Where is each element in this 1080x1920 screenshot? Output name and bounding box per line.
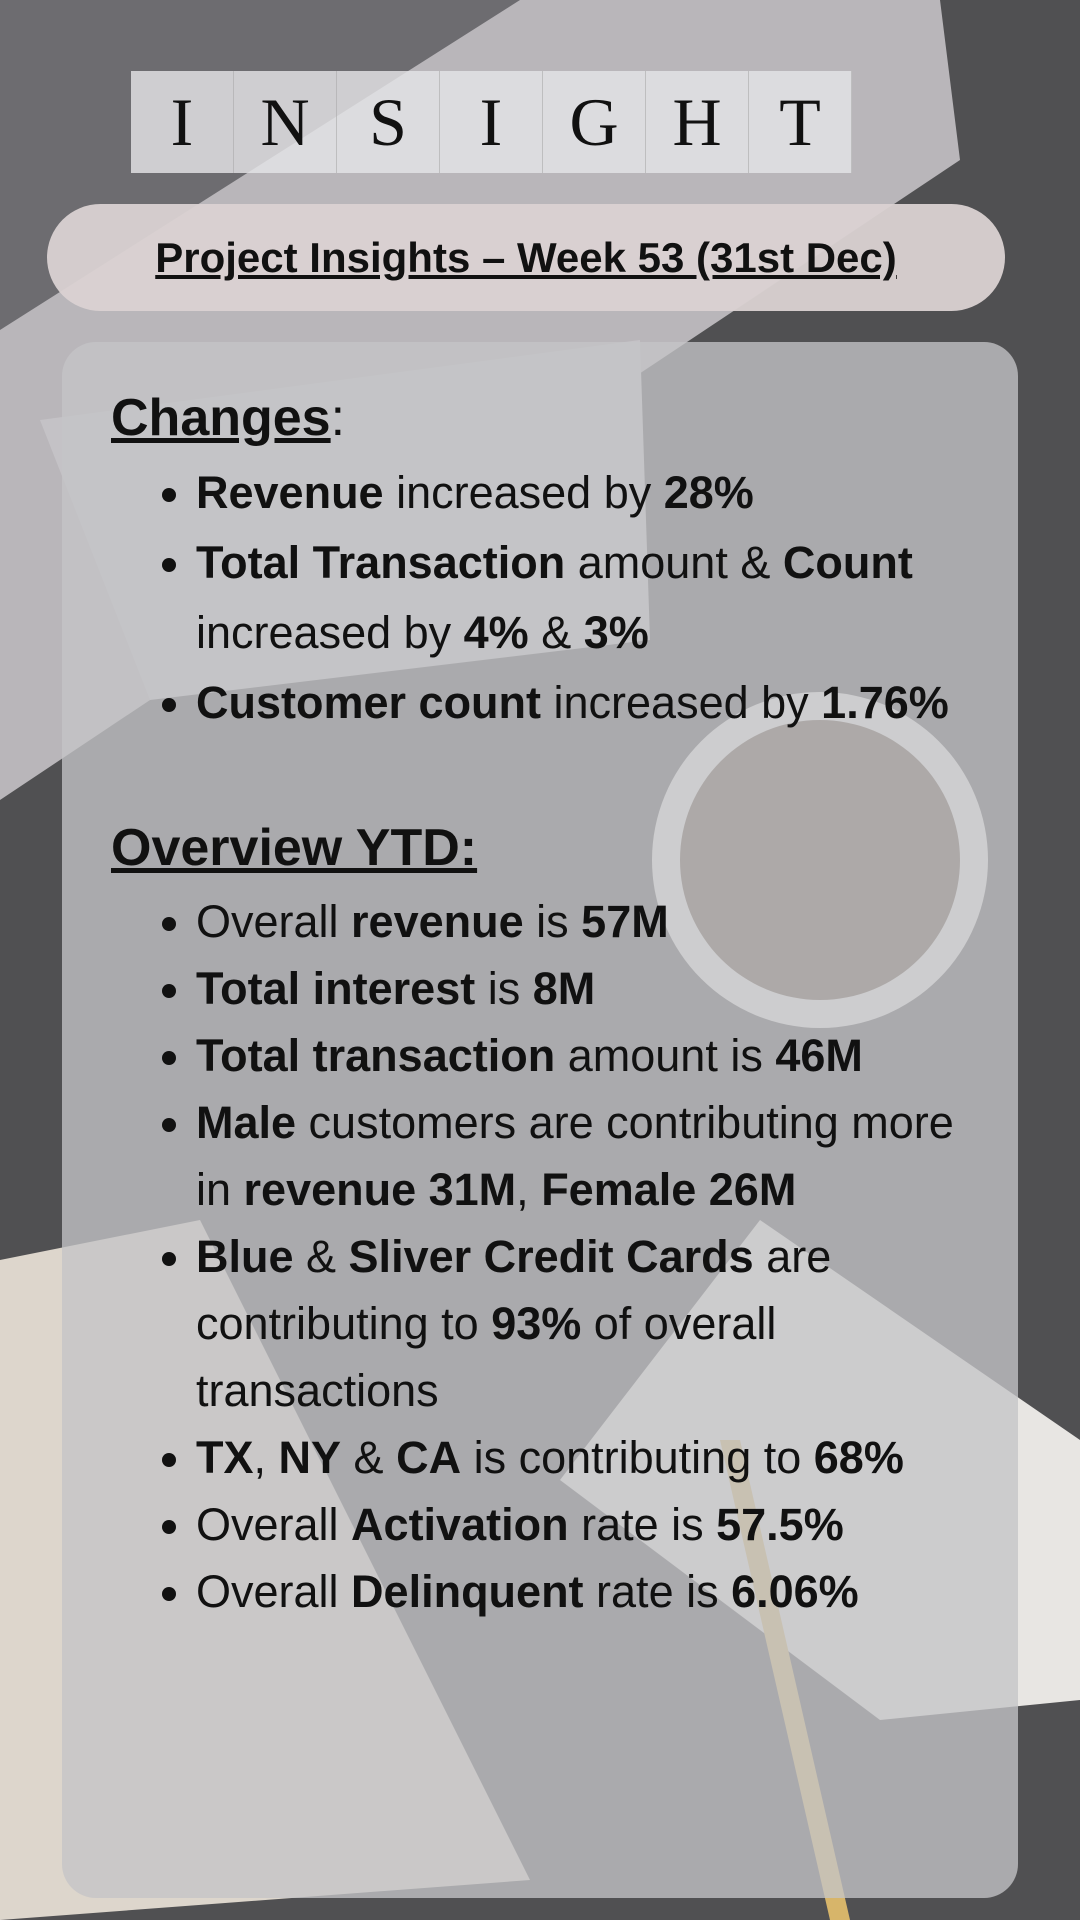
bold-text: 93% bbox=[491, 1298, 582, 1349]
text: , bbox=[253, 1432, 279, 1483]
text: Overall bbox=[196, 896, 352, 947]
text: are contributing to bbox=[196, 1231, 832, 1349]
text: amount is bbox=[555, 1030, 776, 1081]
bold-text: Activation bbox=[351, 1499, 569, 1550]
text: of overall transactions bbox=[196, 1298, 777, 1416]
section: Changes:Revenue increased by 28%Total Tr… bbox=[111, 378, 988, 738]
text: increased by bbox=[383, 467, 664, 518]
text: & bbox=[293, 1231, 349, 1282]
letter-tile: S bbox=[337, 71, 440, 173]
text: & bbox=[528, 607, 584, 658]
heading-text: Changes bbox=[111, 389, 331, 447]
text: amount & bbox=[565, 537, 783, 588]
bullet-item: Blue & Sliver Credit Cards are contribut… bbox=[196, 1223, 988, 1424]
bold-text: Total transaction bbox=[196, 1030, 556, 1081]
letter-tile: N bbox=[234, 71, 337, 173]
bold-text: Sliver Credit Cards bbox=[348, 1231, 754, 1282]
letter-tile: I bbox=[440, 71, 543, 173]
bold-text: 28% bbox=[663, 467, 754, 518]
bold-text: 57.5% bbox=[716, 1499, 844, 1550]
bold-text: revenue bbox=[351, 896, 524, 947]
bold-text: Customer count bbox=[196, 677, 542, 728]
bullet-item: Revenue increased by 28% bbox=[196, 458, 988, 528]
bullet-item: Total interest is 8M bbox=[196, 955, 988, 1022]
bold-text: Total interest bbox=[196, 963, 476, 1014]
bold-text: 8M bbox=[532, 963, 596, 1014]
bold-text: Count bbox=[782, 537, 913, 588]
text: Overall bbox=[196, 1499, 352, 1550]
bold-text: 57M bbox=[581, 896, 669, 947]
text: is bbox=[523, 896, 582, 947]
letter-tile: H bbox=[646, 71, 749, 173]
bullet-item: Overall revenue is 57M bbox=[196, 888, 988, 955]
bold-text: Male bbox=[196, 1097, 297, 1148]
bullet-item: Overall Activation rate is 57.5% bbox=[196, 1491, 988, 1558]
bold-text: Revenue bbox=[196, 467, 384, 518]
bold-text: CA bbox=[396, 1432, 462, 1483]
bold-text: 46M bbox=[775, 1030, 863, 1081]
bold-text: 3% bbox=[583, 607, 649, 658]
bullet-item: Total Transaction amount & Count increas… bbox=[196, 528, 988, 668]
text: is bbox=[475, 963, 533, 1014]
bold-text: Blue bbox=[196, 1231, 294, 1282]
bullet-item: Overall Delinquent rate is 6.06% bbox=[196, 1558, 988, 1625]
bullet-item: Customer count increased by 1.76% bbox=[196, 668, 988, 738]
text: customers are contributing more in bbox=[196, 1097, 954, 1215]
bold-text: 1.76% bbox=[821, 677, 949, 728]
letter-tile: I bbox=[131, 71, 234, 173]
bold-text: TX bbox=[196, 1432, 254, 1483]
section-heading: Overview YTD: bbox=[111, 808, 988, 888]
heading-text: : bbox=[330, 389, 346, 447]
text: rate is bbox=[568, 1499, 717, 1550]
bold-text: revenue 31M bbox=[243, 1164, 517, 1215]
text: increased by bbox=[541, 677, 822, 728]
bold-text: 68% bbox=[813, 1432, 904, 1483]
bold-text: NY bbox=[278, 1432, 342, 1483]
text: , bbox=[516, 1164, 542, 1215]
bullet-list: Overall revenue is 57MTotal interest is … bbox=[111, 888, 988, 1625]
bullet-item: Male customers are contributing more in … bbox=[196, 1089, 988, 1223]
content-card: Changes:Revenue increased by 28%Total Tr… bbox=[62, 342, 1018, 1898]
bold-text: Female 26M bbox=[541, 1164, 797, 1215]
bullet-item: TX, NY & CA is contributing to 68% bbox=[196, 1424, 988, 1491]
text: is contributing to bbox=[461, 1432, 814, 1483]
text: rate is bbox=[583, 1566, 732, 1617]
bold-text: 6.06% bbox=[731, 1566, 859, 1617]
title-banner: Project Insights – Week 53 (31st Dec) bbox=[47, 204, 1005, 311]
heading-text: Overview YTD: bbox=[111, 819, 478, 877]
text: & bbox=[341, 1432, 397, 1483]
section-heading: Changes: bbox=[111, 378, 988, 458]
bullet-item: Total transaction amount is 46M bbox=[196, 1022, 988, 1089]
bold-text: Total Transaction bbox=[196, 537, 566, 588]
letter-tile: T bbox=[749, 71, 852, 173]
section: Overview YTD:Overall revenue is 57MTotal… bbox=[111, 808, 988, 1625]
bullet-list: Revenue increased by 28%Total Transactio… bbox=[111, 458, 988, 738]
title: Project Insights – Week 53 (31st Dec) bbox=[155, 233, 897, 281]
text: increased by bbox=[196, 607, 464, 658]
bold-text: 4% bbox=[463, 607, 529, 658]
letter-tile: G bbox=[543, 71, 646, 173]
text: Overall bbox=[196, 1566, 352, 1617]
bold-text: Delinquent bbox=[351, 1566, 584, 1617]
